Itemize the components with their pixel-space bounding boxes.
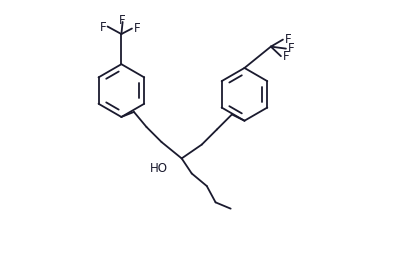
Text: F: F [288, 42, 295, 55]
Text: F: F [285, 33, 291, 46]
Text: F: F [100, 21, 106, 34]
Text: F: F [282, 50, 289, 63]
Text: F: F [133, 22, 140, 35]
Text: F: F [119, 14, 126, 27]
Text: HO: HO [150, 162, 168, 175]
